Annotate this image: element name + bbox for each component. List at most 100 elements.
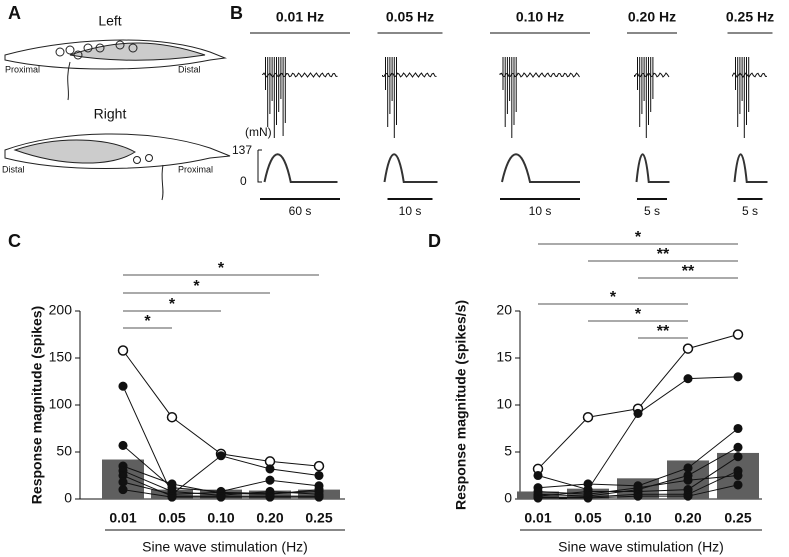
muscle-diagram xyxy=(4,39,231,201)
subject-point xyxy=(683,463,693,473)
panel-label: A xyxy=(8,3,21,23)
y-axis-label: Response magnitude (spikes) xyxy=(29,306,45,504)
muscle-title: Right xyxy=(94,106,127,122)
y-tick-label: 0 xyxy=(64,490,72,506)
spike-baseline xyxy=(382,72,437,78)
subject-point xyxy=(682,343,694,354)
label: Proximal xyxy=(178,164,213,174)
subject-point xyxy=(118,381,128,391)
time-label: 5 s xyxy=(742,204,758,218)
x-tick-label: 0.10 xyxy=(207,510,234,526)
subject-point xyxy=(166,411,178,423)
subject-point xyxy=(216,451,226,461)
y-tick-label: 50 xyxy=(56,443,72,459)
significance-label: * xyxy=(635,306,642,323)
time-label: 10 s xyxy=(399,204,422,218)
subject-point xyxy=(216,492,226,502)
x-tick-label: 0.25 xyxy=(724,510,751,526)
time-label: 5 s xyxy=(644,204,660,218)
panel-label: C xyxy=(8,231,21,251)
subject-point xyxy=(683,374,693,384)
subject-point xyxy=(118,440,128,450)
frequency-title: 0.20 Hz xyxy=(628,9,676,25)
subject-point xyxy=(314,492,324,502)
x-tick-label: 0.05 xyxy=(574,510,601,526)
significance-label: * xyxy=(144,313,151,330)
force-trace xyxy=(635,153,670,183)
subject-point xyxy=(582,411,594,423)
significance-label: * xyxy=(169,296,176,313)
significance-label: ** xyxy=(682,263,695,280)
time-label: 60 s xyxy=(289,204,312,218)
significance-label: * xyxy=(610,289,617,306)
label: Distal xyxy=(178,64,201,74)
significance-label: * xyxy=(193,278,200,295)
force-trace xyxy=(501,153,580,183)
subject-point xyxy=(633,408,643,419)
label: Distal xyxy=(2,164,25,174)
x-axis-label: Sine wave stimulation (Hz) xyxy=(558,539,724,555)
x-tick-label: 0.25 xyxy=(305,510,332,526)
subject-point xyxy=(733,480,743,490)
significance-label: * xyxy=(218,260,225,277)
significance-label: ** xyxy=(657,246,670,263)
x-axis-label: Sine wave stimulation (Hz) xyxy=(142,539,308,555)
significance-label: ** xyxy=(657,323,670,340)
frequency-title: 0.01 Hz xyxy=(276,9,324,25)
subject-point xyxy=(733,470,743,481)
force-trace xyxy=(383,153,438,183)
x-tick-label: 0.01 xyxy=(524,510,551,526)
time-label: 10 s xyxy=(529,204,552,218)
x-tick-label: 0.20 xyxy=(256,510,283,526)
x-tick-label: 0.10 xyxy=(624,510,651,526)
subject-point xyxy=(167,492,177,502)
subject-point xyxy=(683,475,693,485)
frequency-title: 0.25 Hz xyxy=(726,9,774,25)
subject-point xyxy=(265,492,275,502)
unit: (mN) xyxy=(245,125,272,139)
subject-point xyxy=(733,372,743,382)
muscle-title: Left xyxy=(98,13,121,29)
subject-point xyxy=(732,329,744,340)
subject-point xyxy=(583,479,593,489)
panel-label: B xyxy=(230,3,243,23)
subject-line xyxy=(537,334,739,470)
subject-point xyxy=(118,477,128,487)
y-tick-label: 5 xyxy=(504,443,512,459)
subject-point xyxy=(633,491,643,501)
scale-label: 0 xyxy=(240,174,247,188)
subject-point xyxy=(533,486,543,497)
y-tick-label: 0 xyxy=(504,490,512,506)
y-tick-label: 200 xyxy=(49,302,73,318)
x-tick-label: 0.01 xyxy=(109,510,136,526)
subject-point xyxy=(683,491,693,501)
scale-label: 137 xyxy=(232,143,252,157)
subject-point xyxy=(533,470,543,481)
subject-line xyxy=(122,385,320,496)
x-tick-label: 0.20 xyxy=(674,510,701,526)
significance-label: * xyxy=(635,229,642,246)
y-tick-label: 10 xyxy=(496,396,512,412)
scale-bar xyxy=(257,149,262,183)
subject-point xyxy=(167,479,177,489)
subject-point xyxy=(313,460,325,472)
y-tick-label: 150 xyxy=(49,349,73,365)
subject-point xyxy=(265,464,275,474)
subject-point xyxy=(733,423,743,434)
y-axis-label: Response magnitude (spikes/s) xyxy=(453,300,469,510)
spike-baseline xyxy=(262,72,338,78)
force-trace xyxy=(263,153,338,183)
subject-point xyxy=(117,345,129,356)
subject-point xyxy=(314,470,324,481)
subject-point xyxy=(583,489,593,499)
x-tick-label: 0.05 xyxy=(158,510,185,526)
subject-point xyxy=(118,485,128,495)
force-trace xyxy=(733,153,768,183)
frequency-title: 0.05 Hz xyxy=(386,9,434,25)
subject-point xyxy=(733,452,743,462)
frequency-title: 0.10 Hz xyxy=(516,9,564,25)
y-tick-label: 20 xyxy=(496,302,512,318)
panel-label: D xyxy=(428,231,441,251)
subject-point xyxy=(633,483,643,493)
